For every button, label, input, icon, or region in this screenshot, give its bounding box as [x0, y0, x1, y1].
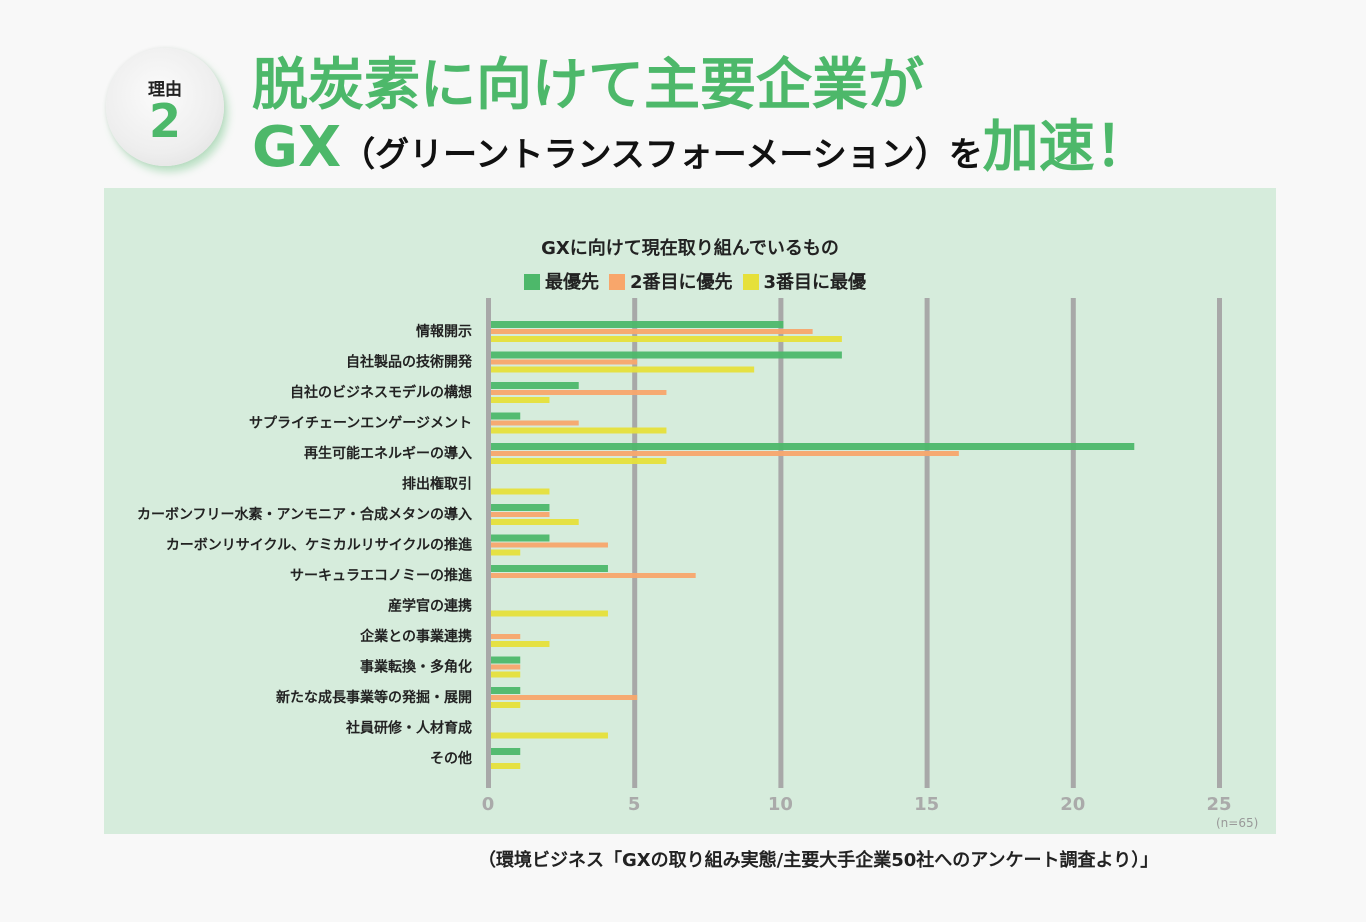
legend-swatch: [524, 274, 540, 290]
bar-priority3: [491, 366, 755, 373]
bar-priority2: [491, 695, 638, 700]
bar-priority2: [491, 664, 521, 670]
category-label: カーボンフリー水素・アンモニア・合成メタンの導入: [137, 506, 472, 523]
bar-priority3: [491, 519, 579, 525]
legend-label: 最優先: [545, 272, 599, 293]
bar-priority3: [491, 488, 550, 495]
category-label: 社員研修・人材育成: [345, 720, 472, 737]
bar-priority2: [491, 634, 521, 639]
bar-priority1: [491, 565, 608, 572]
category-label: 再生可能エネルギーの導入: [304, 445, 472, 462]
category-label: サプライチェーンエンゲージメント: [249, 415, 472, 432]
bar-priority3: [491, 732, 608, 739]
bar-priority2: [491, 451, 959, 456]
bar-priority1: [491, 443, 1135, 450]
headline-paren: （グリーントランスフォーメーション）を: [341, 135, 983, 175]
bar-priority3: [491, 671, 521, 678]
bar-priority2: [491, 390, 667, 395]
gridline: [778, 298, 784, 788]
gridline: [924, 298, 930, 788]
legend-swatch: [609, 274, 625, 290]
gridline: [632, 298, 638, 788]
bar-priority1: [491, 534, 550, 542]
category-label: 自社のビジネスモデルの構想: [290, 384, 472, 401]
legend-swatch: [742, 274, 759, 290]
gridline: [1217, 298, 1222, 788]
bar-priority2: [491, 512, 550, 517]
badge-label: 理由: [148, 80, 182, 100]
bar-priority1: [491, 687, 521, 694]
category-label: サーキュラエコノミーの推進: [290, 567, 472, 584]
bar-priority3: [491, 641, 550, 647]
headline-line1: 脱炭素に向けて主要企業が: [252, 53, 924, 118]
bar-priority1: [491, 351, 842, 359]
headline-line2: GX（グリーントランスフォーメーション）を加速！: [252, 102, 1151, 183]
gridline: [1070, 298, 1076, 788]
bar-priority3: [491, 763, 521, 769]
legend-item: 2番目に優先: [609, 268, 733, 294]
category-label: その他: [430, 750, 472, 767]
sample-size-note: (n=65): [1216, 816, 1259, 830]
bar-priority2: [491, 329, 813, 334]
bar-priority3: [491, 549, 521, 556]
bar-priority3: [491, 336, 842, 342]
bar-priority3: [491, 458, 667, 464]
bar-priority1: [491, 656, 521, 664]
bar-priority3: [491, 610, 608, 617]
bar-priority1: [491, 504, 550, 511]
badge-number: 2: [148, 94, 181, 148]
chart-title: GXに向けて現在取り組んでいるもの: [541, 238, 839, 259]
gridline: [486, 298, 491, 788]
bar-priority2: [491, 359, 638, 365]
legend-item: 3番目に最優: [742, 268, 867, 294]
bar-priority3: [491, 702, 521, 708]
bar-priority1: [491, 748, 521, 755]
bar-priority1: [491, 382, 579, 389]
x-tick-label: 20: [1060, 794, 1085, 815]
legend-label: 2番目に優先: [630, 272, 733, 293]
legend: 最優先 2番目に優先 3番目に最優: [524, 268, 866, 294]
legend-item: 最優先: [524, 268, 599, 294]
category-label: 排出権取引: [402, 476, 472, 493]
x-tick-label: 15: [914, 794, 939, 815]
headline-gx: GX: [252, 115, 342, 180]
headline-accent: 加速！: [982, 115, 1151, 180]
legend-label: 3番目に最優: [763, 272, 867, 293]
source-citation: （環境ビジネス「GXの取り組み実態/主要大手企業50社へのアンケート調査より）」: [478, 850, 1159, 871]
bar-priority2: [491, 542, 608, 548]
category-label: カーボンリサイクル、ケミカルリサイクルの推進: [166, 537, 472, 554]
bar-priority3: [491, 397, 550, 403]
category-label: 自社製品の技術開発: [346, 354, 473, 371]
category-label: 新たな成長事業等の発掘・展開: [276, 689, 472, 706]
chart-panel: GXに向けて現在取り組んでいるもの 最優先 2番目に優先 3番目に最優 0 5 10…: [104, 188, 1276, 834]
bar-chart: 0 5 10 15 20 25 情報開示自社製品の技術開発自社のビジネスモデルの構想サプライ…: [137, 298, 1232, 815]
bar-priority1: [491, 321, 784, 328]
category-label: 企業との事業連携: [359, 628, 472, 645]
x-tick-label: 10: [768, 794, 793, 815]
category-label: 事業転換・多角化: [360, 659, 472, 676]
x-tick-label: 0: [482, 794, 495, 815]
reason-badge: 理由 2: [106, 48, 224, 166]
bar-priority1: [491, 412, 521, 420]
bar-priority2: [491, 573, 696, 578]
category-label: 情報開示: [416, 323, 472, 340]
category-label: 産学官の連携: [388, 598, 472, 615]
bar-priority2: [491, 420, 579, 426]
bar-priority3: [491, 427, 667, 434]
x-tick-label: 5: [628, 794, 641, 815]
x-tick-label: 25: [1206, 794, 1231, 815]
